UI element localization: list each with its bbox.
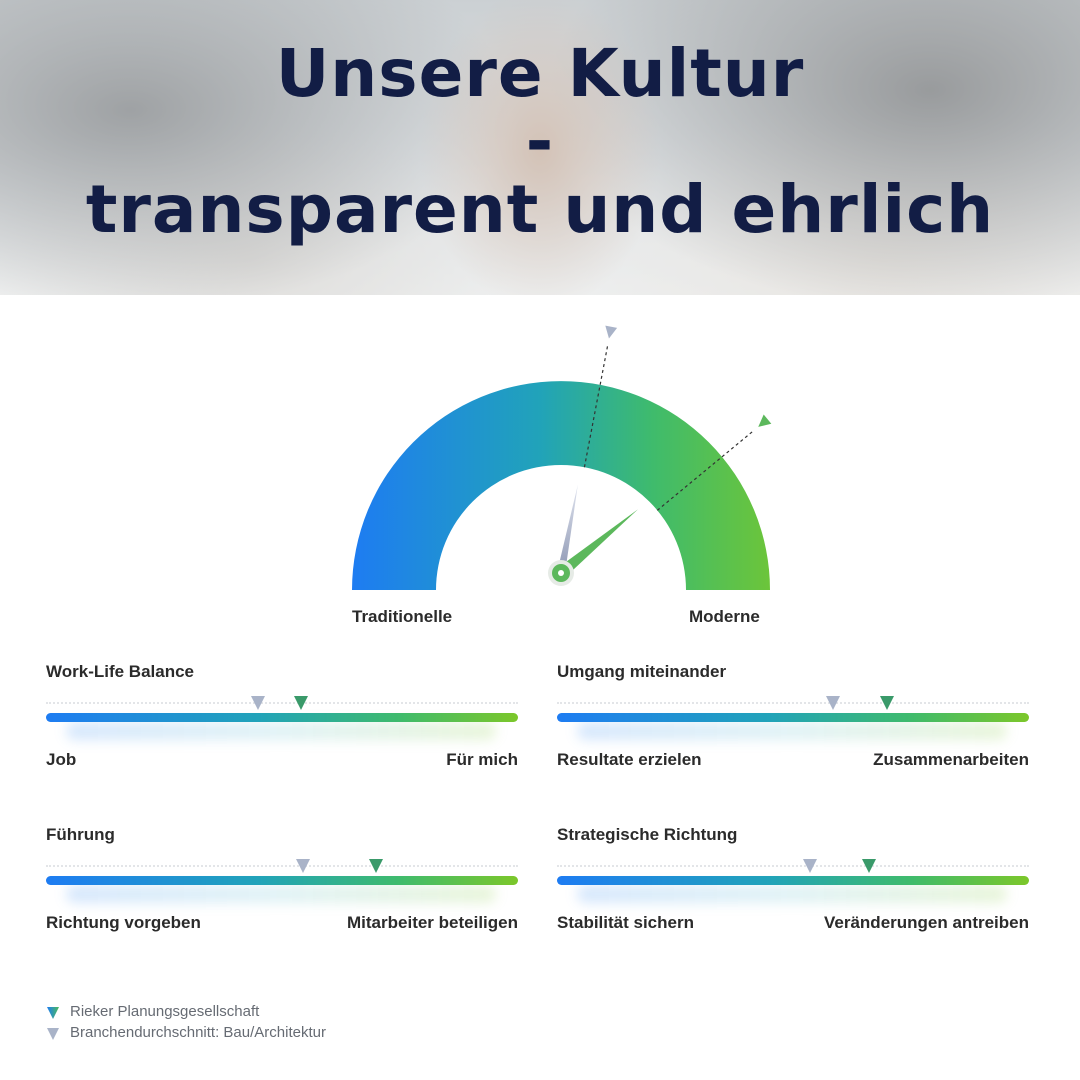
company-pointer-line [656,430,755,511]
needle-hub-center [558,570,564,576]
slider-left-label: Resultate erzielen [557,750,702,769]
gauge-left-label: Traditionelle [352,607,453,626]
company-triangle-icon [47,1007,59,1019]
track-glow [577,885,1007,903]
slider-track [46,713,518,722]
page-title: Unsere Kultur - transparent und ehrlich [0,40,1080,244]
slider-umgang-miteinander: Umgang miteinander Resultate erzielen Zu… [557,662,1029,792]
company-marker [861,858,877,874]
slider-right-label: Zusammenarbeiten [873,750,1029,769]
slider-title: Führung [46,825,115,844]
title-line-2: - [525,103,555,180]
slider-title: Work-Life Balance [46,662,195,681]
track-glow [66,885,496,903]
slider-work-life-balance: Work-Life Balance Job Für mich [46,662,518,792]
legend-label: Branchendurchschnitt: Bau/Architektur [70,1024,326,1041]
slider-left-label: Richtung vorgeben [46,913,201,932]
gauge-right-label: Moderne [689,607,760,626]
dotted-guide [557,865,1029,867]
company-marker [368,858,384,874]
slider-fuehrung: Führung Richtung vorgeben Mitarbeiter be… [46,825,518,955]
dotted-guide [46,702,518,704]
slider-title: Umgang miteinander [557,662,727,681]
company-outer-marker [758,414,772,427]
gauge-arc [352,381,770,590]
average-needle [557,484,578,574]
average-pointer-line [583,344,609,468]
slider-title: Strategische Richtung [557,825,738,844]
average-marker [295,858,311,874]
slider-right-label: Für mich [446,750,518,769]
slider-track [557,713,1029,722]
slider-left-label: Job [46,750,77,769]
dotted-guide [46,865,518,867]
average-outer-marker [605,325,618,339]
title-line-1: Unsere Kultur [275,35,805,112]
slider-left-label: Stabilität sichern [557,913,694,932]
title-line-3: transparent und ehrlich [85,171,995,248]
slider-right-label: Mitarbeiter beteiligen [347,913,518,932]
slider-track [46,876,518,885]
track-glow [577,722,1007,740]
company-needle [557,509,639,578]
hero-banner: Unsere Kultur - transparent und ehrlich [0,0,1080,295]
culture-gauge: Traditionelle Moderne [0,300,1080,640]
dotted-guide [557,702,1029,704]
average-marker [825,695,841,711]
track-glow [66,722,496,740]
slider-right-label: Veränderungen antreiben [824,913,1029,932]
average-triangle-icon [47,1028,59,1040]
company-marker [879,695,895,711]
legend-label: Rieker Planungsgesellschaft [70,1003,260,1020]
average-marker [802,858,818,874]
company-marker [293,695,309,711]
slider-strategische-richtung: Strategische Richtung Stabilität sichern… [557,825,1029,955]
average-marker [250,695,266,711]
gauge-chart [352,325,772,590]
slider-track [557,876,1029,885]
